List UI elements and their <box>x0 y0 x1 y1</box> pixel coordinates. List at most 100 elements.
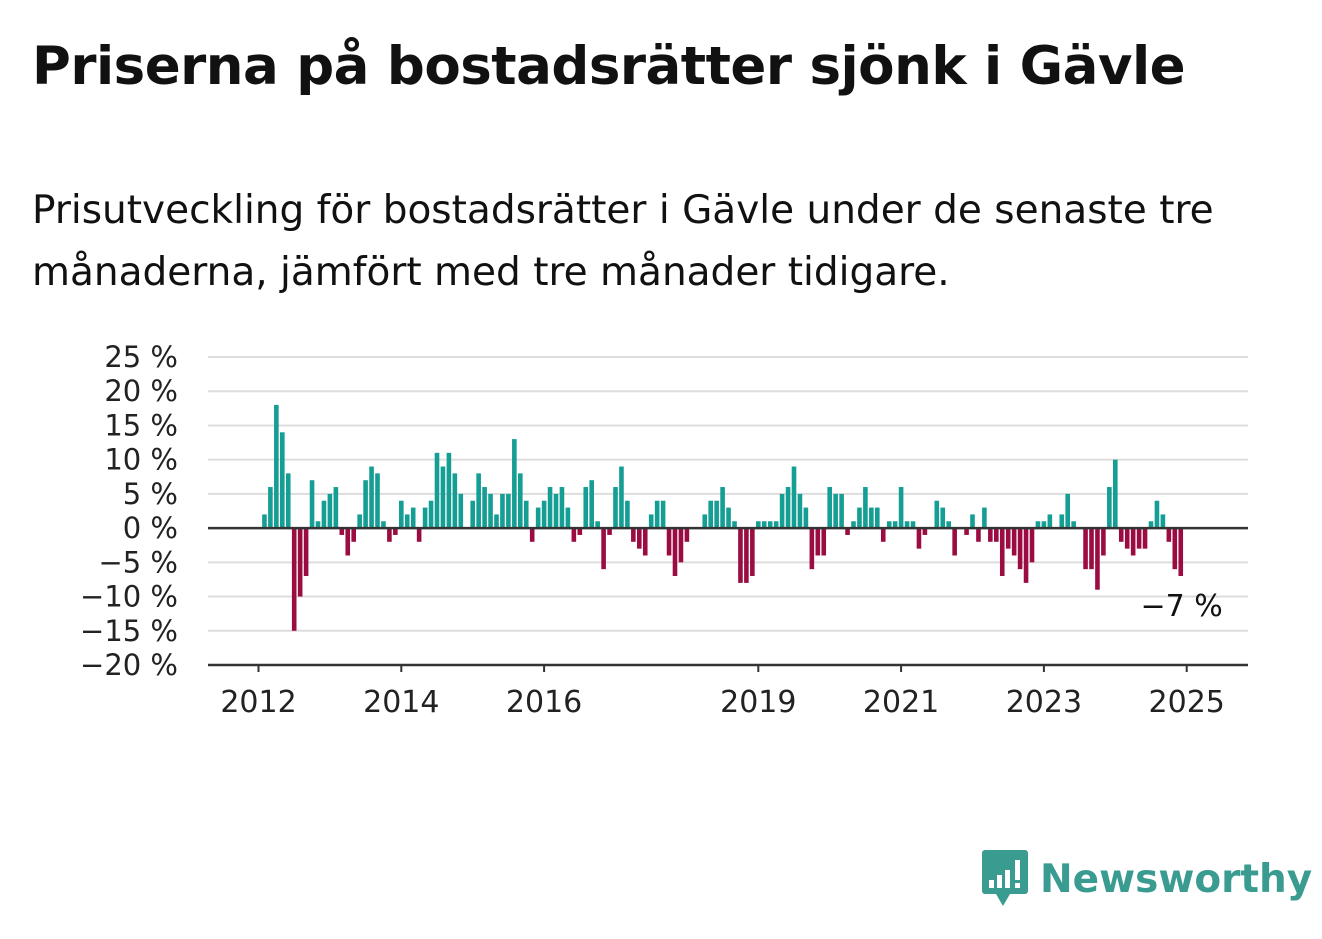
bar <box>458 493 464 529</box>
bar <box>803 507 809 529</box>
bar <box>1011 528 1017 556</box>
bar <box>387 528 392 542</box>
bar <box>964 528 969 535</box>
bar <box>291 528 297 631</box>
bar <box>910 521 916 529</box>
chart-subtitle: Prisutveckling för bostadsrätter i Gävle… <box>32 188 1214 295</box>
bar <box>756 521 761 529</box>
x-axis-ticks: 2012 2014 2016 2019 2021 2023 2025 <box>220 665 1225 720</box>
brand-name: Newsworthy <box>1040 856 1313 902</box>
bar <box>1041 521 1047 529</box>
bar <box>648 514 654 529</box>
bar <box>518 473 523 529</box>
bar <box>666 528 672 556</box>
bar <box>1178 528 1184 577</box>
bar <box>1142 528 1148 549</box>
bar <box>1029 528 1035 563</box>
bar <box>892 521 898 529</box>
bar <box>631 528 636 542</box>
bar <box>399 500 404 529</box>
bar <box>678 528 684 563</box>
bar <box>660 500 666 529</box>
bar <box>1017 528 1023 570</box>
bar <box>827 487 832 529</box>
bar <box>1107 487 1112 529</box>
bar <box>785 487 791 529</box>
bar <box>452 473 458 529</box>
bar <box>821 528 827 556</box>
bar <box>1023 528 1029 583</box>
bar <box>428 500 434 529</box>
bar <box>440 466 446 529</box>
bar <box>1035 521 1041 529</box>
bar <box>809 528 815 570</box>
bar <box>732 521 737 529</box>
bar <box>1118 528 1124 542</box>
bar <box>274 404 279 529</box>
bar <box>875 507 880 529</box>
bar <box>934 500 940 529</box>
newsworthy-logo-icon <box>982 850 1028 906</box>
bar <box>1005 528 1011 549</box>
bar <box>744 528 749 583</box>
bar <box>297 528 303 597</box>
bar <box>446 452 452 529</box>
bar <box>482 487 487 529</box>
x-tick-label: 2021 <box>863 685 939 720</box>
y-tick-label: 25 % <box>104 340 178 374</box>
bar <box>779 493 785 529</box>
y-tick-label: 5 % <box>123 477 178 511</box>
y-tick-label: 0 % <box>123 511 178 545</box>
bar <box>1083 528 1088 570</box>
y-tick-label: 15 % <box>104 408 178 442</box>
bar <box>357 514 362 529</box>
bar <box>529 528 535 542</box>
bar <box>1154 500 1160 529</box>
bar <box>315 521 321 529</box>
bar <box>541 500 547 529</box>
bar <box>916 528 922 549</box>
bar <box>535 507 541 529</box>
bar <box>1166 528 1172 542</box>
bar <box>523 500 529 529</box>
bar <box>886 521 892 529</box>
bar <box>1095 528 1100 590</box>
bar <box>970 514 975 529</box>
axes <box>208 526 1248 667</box>
bar <box>863 487 868 529</box>
bar <box>583 487 589 529</box>
bar <box>952 528 957 556</box>
bar <box>488 493 493 529</box>
grid-lines <box>208 356 1248 632</box>
bar <box>904 521 910 529</box>
bar <box>684 528 690 542</box>
bar <box>393 528 398 535</box>
bar <box>797 493 803 529</box>
bar <box>416 528 422 542</box>
bar <box>982 507 987 529</box>
bar <box>880 528 886 542</box>
x-tick-label: 2014 <box>363 685 439 720</box>
bar <box>976 528 981 542</box>
bar <box>506 493 511 529</box>
bar <box>845 528 850 535</box>
bar <box>750 528 755 577</box>
bar <box>1059 514 1065 529</box>
bar <box>410 507 416 529</box>
bar <box>345 528 351 556</box>
bar <box>1101 528 1106 556</box>
bar <box>613 487 618 529</box>
bar <box>280 432 285 529</box>
y-tick-label: 10 % <box>104 443 178 477</box>
bar <box>999 528 1005 577</box>
y-tick-label: −5 % <box>98 545 178 579</box>
bar <box>637 528 642 549</box>
bar <box>619 466 624 529</box>
bar <box>404 514 410 529</box>
bar <box>898 487 904 529</box>
bar <box>547 487 553 529</box>
bar <box>1148 521 1154 529</box>
bar <box>642 528 648 556</box>
bar <box>589 480 594 529</box>
bar <box>773 521 779 529</box>
